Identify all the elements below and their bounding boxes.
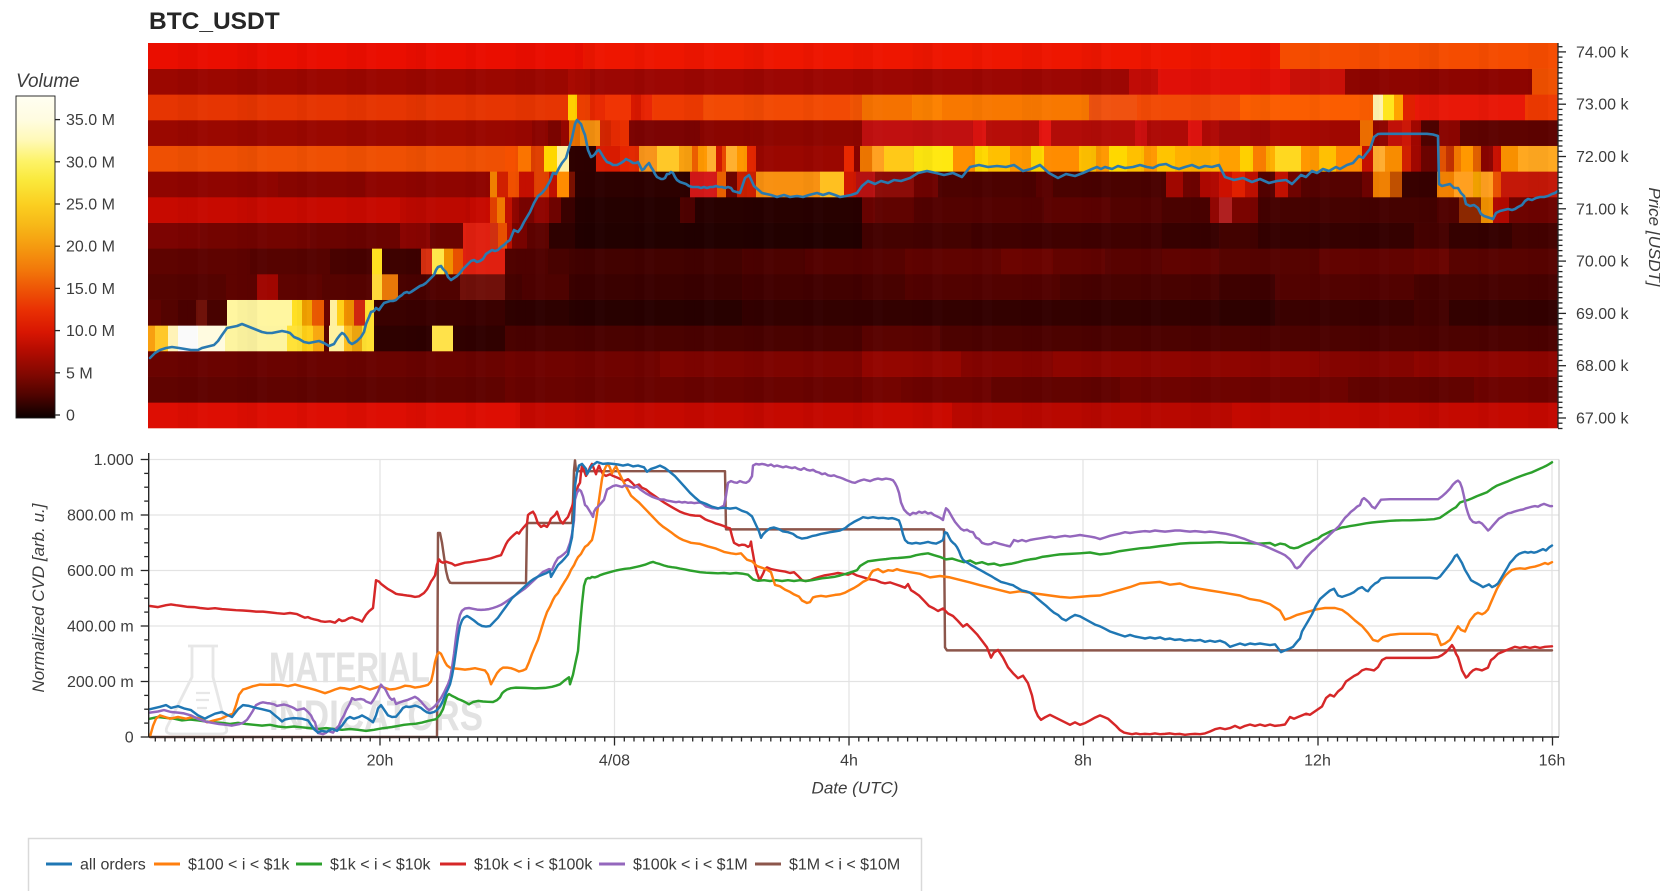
svg-text:400.00 m: 400.00 m (67, 619, 134, 636)
svg-text:Price [USDT]: Price [USDT] (1645, 187, 1660, 287)
svg-text:BTC_USDT: BTC_USDT (149, 8, 280, 35)
svg-text:$10k < i < $100k: $10k < i < $100k (474, 857, 593, 874)
svg-text:68.00 k: 68.00 k (1576, 358, 1629, 375)
svg-text:Volume: Volume (16, 71, 80, 92)
svg-text:10.0 M: 10.0 M (66, 323, 115, 340)
svg-text:$100k < i < $1M: $100k < i < $1M (633, 857, 748, 874)
svg-text:200.00 m: 200.00 m (67, 674, 134, 691)
svg-text:15.0 M: 15.0 M (66, 281, 115, 298)
svg-text:$100 < i < $1k: $100 < i < $1k (188, 857, 290, 874)
svg-text:Date (UTC): Date (UTC) (812, 779, 899, 798)
svg-text:20h: 20h (367, 753, 394, 770)
svg-text:69.00 k: 69.00 k (1576, 306, 1629, 323)
svg-text:71.00 k: 71.00 k (1576, 201, 1629, 218)
svg-text:73.00 k: 73.00 k (1576, 97, 1629, 114)
svg-text:0: 0 (66, 408, 75, 425)
svg-text:67.00 k: 67.00 k (1576, 411, 1629, 428)
svg-text:4h: 4h (840, 753, 858, 770)
svg-text:5 M: 5 M (66, 365, 93, 382)
svg-text:4/08: 4/08 (599, 753, 630, 770)
svg-text:0: 0 (125, 730, 134, 747)
svg-text:30.0 M: 30.0 M (66, 154, 115, 171)
svg-text:12h: 12h (1304, 753, 1331, 770)
svg-text:600.00 m: 600.00 m (67, 563, 134, 580)
svg-text:74.00 k: 74.00 k (1576, 44, 1629, 61)
svg-text:35.0 M: 35.0 M (66, 112, 115, 129)
svg-text:20.0 M: 20.0 M (66, 239, 115, 256)
svg-text:1.000: 1.000 (94, 452, 134, 469)
svg-text:800.00 m: 800.00 m (67, 508, 134, 525)
svg-text:70.00 k: 70.00 k (1576, 254, 1629, 271)
svg-text:$1M < i < $10M: $1M < i < $10M (789, 857, 900, 874)
svg-text:25.0 M: 25.0 M (66, 197, 115, 214)
svg-text:Normalized CVD [arb. u.]: Normalized CVD [arb. u.] (29, 502, 48, 692)
svg-text:all orders: all orders (80, 857, 146, 874)
svg-text:16h: 16h (1539, 753, 1566, 770)
svg-text:$1k < i < $10k: $1k < i < $10k (330, 857, 432, 874)
svg-text:8h: 8h (1074, 753, 1092, 770)
svg-text:72.00 k: 72.00 k (1576, 149, 1629, 166)
